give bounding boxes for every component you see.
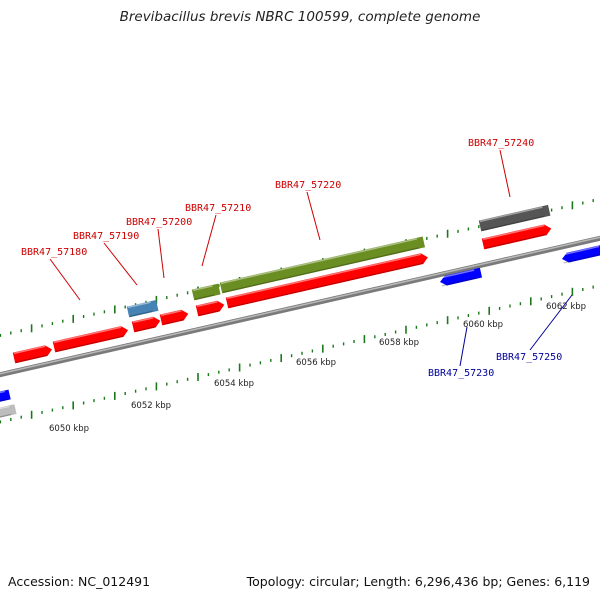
- gene-57190: [131, 316, 161, 333]
- gene-57180a-shine: [13, 345, 46, 355]
- map-title: Brevibacillus brevis NBRC 100599, comple…: [119, 9, 481, 25]
- gene-left-gray-shade: [0, 413, 12, 419]
- gene-57220-body: [225, 253, 428, 309]
- gene-57240-body: [481, 224, 552, 250]
- leader-57220: [306, 191, 321, 241]
- gene-57180a: [12, 345, 53, 364]
- leader-57240: [499, 149, 511, 198]
- feature-lightblue-body: [126, 299, 159, 318]
- gene-57210: [195, 300, 225, 317]
- locus-label-57250[interactable]: BBR47_57250: [496, 352, 562, 363]
- gene-57180a-body: [12, 345, 53, 364]
- gene-57200-shade: [162, 319, 184, 325]
- gene-57180b-shine: [53, 326, 122, 344]
- gene-left-blue-body: [0, 389, 11, 402]
- genome-backbone-highlight: [0, 236, 600, 375]
- feature-olive-long-shine: [220, 238, 418, 285]
- gene-57240-shade: [484, 233, 547, 249]
- locus-label-57190[interactable]: BBR47_57190: [73, 231, 139, 242]
- genome-summary-text: Topology: circular; Length: 6,296,436 bp…: [246, 574, 590, 589]
- gene-57190-shade: [134, 326, 156, 332]
- gene-57230-shade: [441, 277, 477, 287]
- gene-57190-shine: [132, 317, 154, 324]
- gene-57250: [561, 244, 600, 264]
- gene-57240-shine: [482, 224, 545, 241]
- gene-57250-body: [562, 244, 600, 263]
- kbp-label-6062: 6062 kbp: [546, 302, 586, 312]
- leader-57200: [157, 228, 165, 279]
- gene-57220-shine: [226, 253, 422, 300]
- feature-gray-shade: [481, 215, 545, 231]
- leader-57180: [49, 258, 81, 301]
- gene-left-blue-shade: [0, 398, 7, 403]
- kbp-label-6056: 6056 kbp: [296, 358, 336, 368]
- gene-left-gray-body: [0, 404, 17, 419]
- feature-lightblue: [126, 299, 159, 318]
- gene-left-blue-shine: [0, 390, 5, 395]
- accession-text: Accession: NC_012491: [8, 574, 151, 589]
- feature-olive-long: [219, 236, 426, 294]
- gene-57180b-body: [52, 326, 129, 353]
- gene-left-gray: [0, 404, 17, 419]
- gene-57240: [481, 224, 552, 250]
- gene-57250-shine: [561, 245, 600, 256]
- leader-57190: [103, 242, 138, 286]
- locus-label-57180[interactable]: BBR47_57180: [21, 247, 87, 258]
- kbp-label-6058: 6058 kbp: [379, 338, 419, 348]
- gene-57210-shade: [198, 310, 220, 316]
- feature-gray-shine: [479, 206, 543, 223]
- leader-57210: [201, 214, 217, 267]
- gene-57230-body: [440, 267, 483, 286]
- locus-label-57220[interactable]: BBR47_57220: [275, 180, 341, 191]
- gene-57210-body: [195, 300, 225, 317]
- inner-tick-ring: [0, 285, 594, 424]
- gene-57210-shine: [196, 301, 218, 308]
- locus-label-57230[interactable]: BBR47_57230: [428, 368, 494, 379]
- feature-olive-small-shade: [194, 294, 215, 300]
- gene-57180b: [52, 326, 129, 353]
- gene-57200-shine: [160, 310, 182, 317]
- feature-lightblue-shade: [129, 310, 153, 317]
- feature-olive-small-body: [191, 283, 221, 301]
- kbp-label-6052: 6052 kbp: [131, 401, 171, 411]
- leader-57230: [459, 326, 468, 367]
- gene-57180b-shade: [55, 335, 124, 352]
- feature-lightblue-shine: [127, 301, 151, 309]
- gene-left-gray-shine: [0, 405, 10, 411]
- gene-57230-shine: [439, 269, 475, 279]
- kbp-label-6060: 6060 kbp: [463, 320, 503, 330]
- gene-57220: [225, 253, 428, 309]
- gene-57200: [159, 309, 189, 326]
- kbp-label-6054: 6054 kbp: [214, 379, 254, 389]
- feature-olive-small: [191, 283, 221, 301]
- feature-gray-body: [478, 204, 551, 232]
- locus-label-57240[interactable]: BBR47_57240: [468, 138, 534, 149]
- feature-olive-small-shine: [192, 285, 213, 292]
- feature-olive-long-body: [219, 236, 426, 294]
- kbp-label-6050: 6050 kbp: [49, 424, 89, 434]
- locus-label-57200[interactable]: BBR47_57200: [126, 217, 192, 228]
- locus-label-57210[interactable]: BBR47_57210: [185, 203, 251, 214]
- gene-57200-body: [159, 309, 189, 326]
- gene-57220-shade: [228, 262, 424, 308]
- gene-57250-shade: [563, 253, 600, 264]
- gene-left-blue: [0, 389, 11, 403]
- gene-57230: [439, 267, 483, 287]
- gene-57190-body: [131, 316, 161, 333]
- gene-57180a-shade: [15, 354, 48, 363]
- leader-57250: [529, 294, 573, 351]
- feature-gray: [478, 204, 551, 232]
- feature-olive-long-shade: [222, 247, 420, 293]
- genome-backbone: [0, 235, 600, 378]
